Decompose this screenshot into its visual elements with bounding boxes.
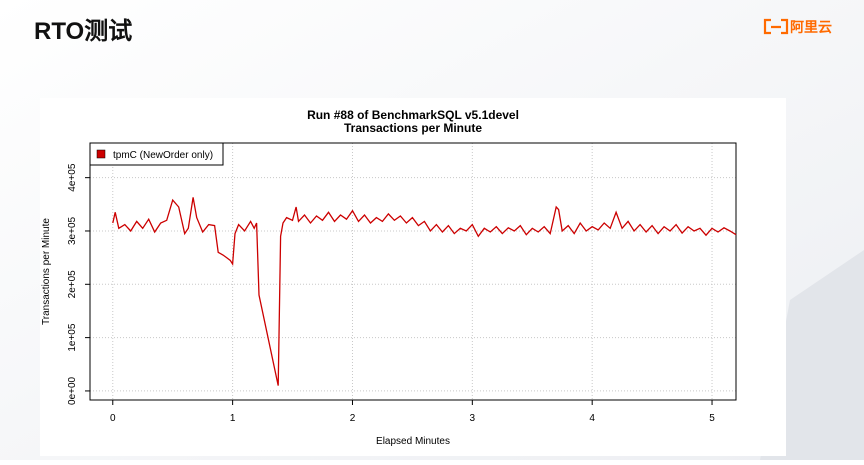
legend-box — [89, 142, 224, 166]
chart-subtitle: Transactions per Minute — [344, 121, 482, 135]
x-tick-label: 4 — [589, 413, 595, 424]
data-line — [112, 197, 737, 386]
y-tick-label: 0e+00 — [67, 376, 78, 405]
plot-frame — [89, 142, 737, 401]
x-tick-label: 2 — [350, 413, 356, 424]
logo: 阿里云 — [763, 18, 832, 35]
legend-swatch — [96, 149, 106, 159]
y-tick-label: 4e+05 — [67, 163, 78, 192]
chart-title: Run #88 of BenchmarkSQL v5.1devel — [307, 108, 519, 122]
chart: Run #88 of BenchmarkSQL v5.1develTransac… — [41, 108, 737, 447]
y-axis-label: Transactions per Minute — [41, 218, 52, 325]
y-tick-label: 3e+05 — [67, 216, 78, 245]
legend-label: tpmC (NewOrder only) — [113, 150, 213, 161]
x-tick-label: 1 — [230, 413, 236, 424]
x-tick-label: 5 — [709, 413, 715, 424]
y-tick-label: 1e+05 — [67, 323, 78, 352]
logo-icon — [763, 18, 789, 35]
logo-text: 阿里云 — [790, 19, 832, 35]
y-tick-label: 2e+05 — [67, 270, 78, 299]
x-axis-label: Elapsed Minutes — [376, 436, 450, 447]
x-tick-label: 3 — [470, 413, 476, 424]
slide-title: RTO测试 — [34, 18, 132, 45]
x-tick-label: 0 — [110, 413, 116, 424]
